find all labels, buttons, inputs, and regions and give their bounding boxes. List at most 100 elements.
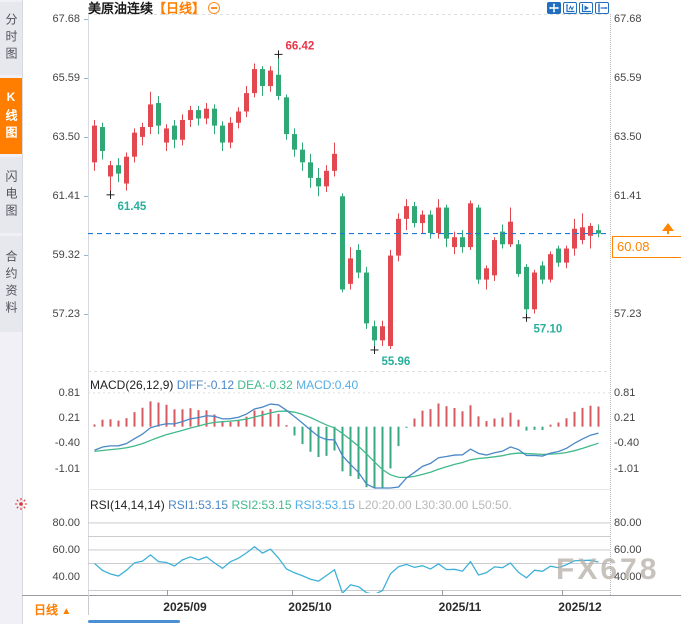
candle-20[interactable] <box>252 69 257 94</box>
candle-41[interactable] <box>420 214 425 224</box>
candle-54[interactable] <box>524 266 529 310</box>
macd-panel[interactable] <box>88 385 610 490</box>
candle-14[interactable] <box>204 108 209 119</box>
candle-4[interactable] <box>124 156 129 184</box>
candle-36[interactable] <box>380 326 385 341</box>
candle-15[interactable] <box>212 108 217 126</box>
candle-38[interactable] <box>396 218 401 256</box>
candle-40[interactable] <box>412 206 417 224</box>
candle-63[interactable] <box>596 230 601 234</box>
candle-22[interactable] <box>268 70 273 87</box>
candle-55[interactable] <box>532 272 537 310</box>
candle-53[interactable] <box>516 244 521 274</box>
candle-29[interactable] <box>324 170 329 187</box>
candle-7[interactable] <box>148 104 153 128</box>
x-axis-tick-mark <box>442 590 443 595</box>
zoom-y-axis-icon[interactable] <box>563 2 577 14</box>
candle-31[interactable] <box>340 196 345 290</box>
candle-6[interactable] <box>140 127 145 137</box>
candle-23[interactable] <box>276 74 281 96</box>
candle-61[interactable] <box>580 227 585 241</box>
candle-5[interactable] <box>132 132 137 157</box>
candle-0[interactable] <box>92 125 97 163</box>
candle-26[interactable] <box>300 149 305 163</box>
candle-43[interactable] <box>436 207 441 233</box>
macd-dea-value: DEA:-0.32 <box>237 378 293 392</box>
candle-21[interactable] <box>260 69 265 87</box>
candle-24[interactable] <box>284 97 289 135</box>
candle-47[interactable] <box>468 203 473 248</box>
candle-33[interactable] <box>356 249 361 273</box>
x-axis-tick-mark <box>167 590 168 595</box>
candle-51[interactable] <box>500 231 505 245</box>
candlestick-panel[interactable]: 66.42 61.45 55.96 57.10 <box>88 14 610 372</box>
macd-header[interactable]: MACD(26,12,9) DIFF:-0.12 DEA:-0.32 MACD:… <box>90 378 358 392</box>
x-axis-month-label: 2025/12 <box>558 600 602 614</box>
rsi-l50: L50:50. <box>471 498 512 512</box>
candle-17[interactable] <box>228 122 233 143</box>
candle-28[interactable] <box>316 177 321 187</box>
candle-39[interactable] <box>404 206 409 219</box>
candle-49[interactable] <box>484 268 489 280</box>
candle-44[interactable] <box>444 207 449 239</box>
candle-27[interactable] <box>308 162 313 178</box>
candle-8[interactable] <box>156 103 161 126</box>
period-selector-button[interactable]: 日线 ▲ <box>34 603 72 617</box>
candle-3[interactable] <box>116 165 121 174</box>
sidebar-tab-1[interactable]: 分时图 <box>0 2 22 75</box>
candle-12[interactable] <box>188 110 193 120</box>
macd-axis-label-left: -0.40 <box>54 437 80 450</box>
candle-45[interactable] <box>452 237 457 248</box>
candle-34[interactable] <box>364 272 369 324</box>
candle-57[interactable] <box>548 254 553 280</box>
rsi-l30: L30:30.00 <box>414 498 469 512</box>
rsi-name: RSI(14,14,14) <box>90 498 165 512</box>
candle-9[interactable] <box>164 128 169 143</box>
candle-32[interactable] <box>348 258 353 284</box>
bottom-divider <box>88 595 89 615</box>
candle-30[interactable] <box>332 153 337 171</box>
macd-axis-label-left: -1.01 <box>54 462 80 475</box>
indicator-settings-sun-icon[interactable] <box>14 497 28 511</box>
rsi-header[interactable]: RSI(14,14,14) RSI1:53.15 RSI2:53.15 RSI3… <box>90 498 512 512</box>
collapse-circle-icon[interactable] <box>208 2 221 14</box>
candle-16[interactable] <box>220 125 225 143</box>
price-axis-tick-mark <box>84 77 88 79</box>
candle-25[interactable] <box>292 134 297 150</box>
candle-13[interactable] <box>196 110 201 119</box>
candle-19[interactable] <box>244 93 249 112</box>
candle-1[interactable] <box>100 127 105 152</box>
shift-right-icon[interactable] <box>595 2 609 14</box>
zoom-x-axis-icon[interactable] <box>579 2 593 14</box>
candle-2[interactable] <box>108 165 113 177</box>
price-annotation: 66.42 <box>286 40 315 52</box>
candle-58[interactable] <box>556 248 561 263</box>
sidebar-tab-label: 合约资料 <box>4 250 18 318</box>
candle-52[interactable] <box>508 221 513 245</box>
sidebar-tab-label: 分时图 <box>4 13 18 64</box>
scrollbar-thumb[interactable] <box>88 620 180 623</box>
candle-42[interactable] <box>428 214 433 233</box>
candle-11[interactable] <box>180 119 185 140</box>
candle-56[interactable] <box>540 265 545 280</box>
period-tag[interactable]: 【日线】 <box>153 1 206 16</box>
sidebar-tab-4[interactable]: 合约资料 <box>0 236 22 332</box>
candle-48[interactable] <box>476 207 481 280</box>
candle-62[interactable] <box>588 225 593 236</box>
candle-46[interactable] <box>460 237 465 248</box>
candle-60[interactable] <box>572 228 577 249</box>
macd-axis-label-right: 0.81 <box>614 386 636 399</box>
macd-macd-value: MACD:0.40 <box>296 378 359 392</box>
pan-icon[interactable] <box>547 2 561 14</box>
candle-10[interactable] <box>172 125 177 140</box>
candle-37[interactable] <box>388 255 393 347</box>
sidebar-tab-3[interactable]: 闪电图 <box>0 157 22 233</box>
candle-35[interactable] <box>372 326 377 341</box>
candle-50[interactable] <box>492 240 497 276</box>
candle-59[interactable] <box>564 248 569 263</box>
rsi-panel[interactable] <box>88 505 610 593</box>
sidebar-tab-2[interactable]: K线图 <box>0 78 22 154</box>
price-axis-label-left: 63.50 <box>52 130 80 143</box>
candle-18[interactable] <box>236 111 241 123</box>
